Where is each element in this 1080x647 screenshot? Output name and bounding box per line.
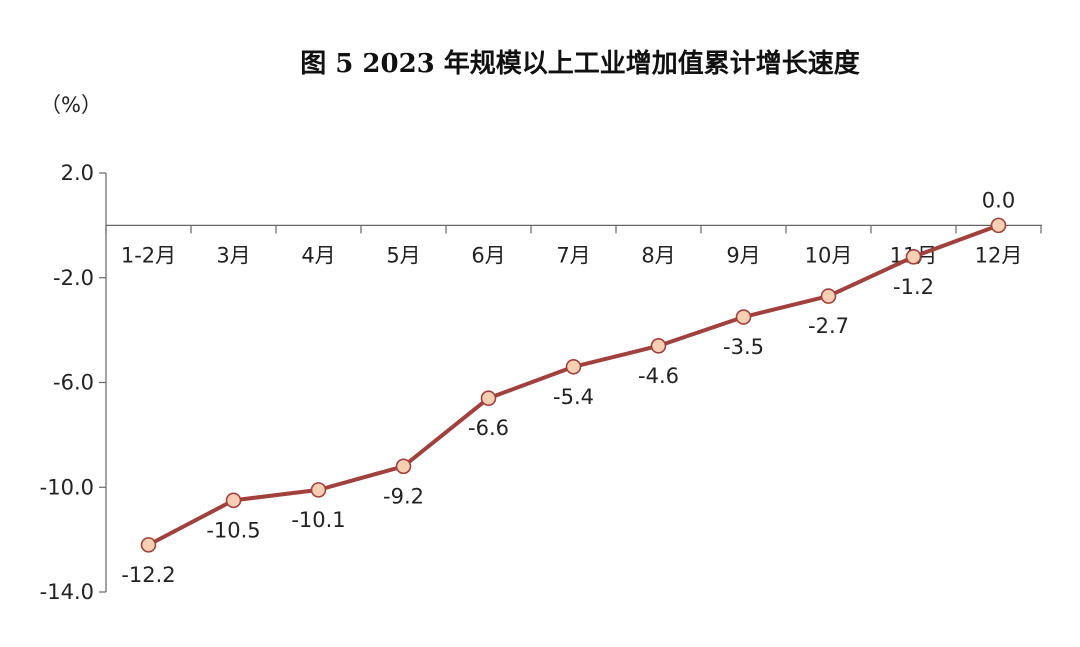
data-point — [565, 358, 582, 375]
data-point — [735, 309, 752, 325]
y-tick-label: -2.0 — [53, 266, 94, 290]
data-label: -10.1 — [291, 508, 345, 532]
x-tick-label: 4月 — [301, 243, 335, 267]
axes — [99, 172, 1042, 593]
data-label: -9.2 — [383, 484, 424, 508]
x-tick-label: 1-2月 — [121, 243, 176, 267]
x-tick-label: 5月 — [386, 243, 420, 267]
x-tick-label: 8月 — [641, 243, 675, 267]
series-line — [140, 217, 1007, 553]
data-label: 0.0 — [982, 188, 1015, 212]
data-point — [480, 390, 497, 407]
data-point — [395, 458, 412, 475]
data-label: -1.2 — [893, 275, 934, 299]
data-point — [650, 338, 667, 354]
data-point — [225, 492, 242, 509]
data-point — [905, 248, 922, 265]
y-tick-label: -6.0 — [53, 371, 94, 395]
x-tick-label: 7月 — [556, 243, 590, 267]
data-label: -4.6 — [638, 364, 679, 388]
data-label: -2.7 — [808, 314, 849, 338]
data-label: -5.4 — [553, 385, 594, 409]
x-tick-label: 9月 — [726, 243, 760, 267]
chart-title: 图 5 2023 年规模以上工业增加值累计增长速度 — [300, 48, 860, 79]
y-tick-label: -10.0 — [40, 475, 94, 499]
data-label: -12.2 — [121, 563, 175, 587]
data-label: -6.6 — [468, 416, 509, 440]
x-tick-label: 3月 — [216, 243, 250, 267]
data-point — [310, 482, 327, 498]
y-tick-label: -14.0 — [40, 580, 94, 604]
data-labels: -12.2 -10.5 -10.1 -9.2 -6.6 -5.4 -4.6 -3.5 -2.7 -… — [121, 188, 1015, 586]
y-axis-unit: （%） — [40, 93, 102, 117]
y-tick-label: 2.0 — [61, 161, 94, 185]
x-tick-label: 6月 — [471, 243, 505, 267]
data-point — [990, 217, 1007, 234]
data-label: -10.5 — [206, 518, 260, 542]
x-tick-labels: 1-2月3月4月5月6月7月8月9月10月11月12月 — [121, 243, 1023, 267]
x-tick-label: 12月 — [975, 243, 1023, 267]
x-tick-label: 10月 — [805, 243, 853, 267]
data-point — [820, 288, 837, 304]
y-tick-labels: 2.0 -2.0 -6.0 -10.0 -14.0 — [40, 161, 94, 604]
data-label: -3.5 — [723, 335, 764, 359]
data-point — [140, 537, 157, 553]
